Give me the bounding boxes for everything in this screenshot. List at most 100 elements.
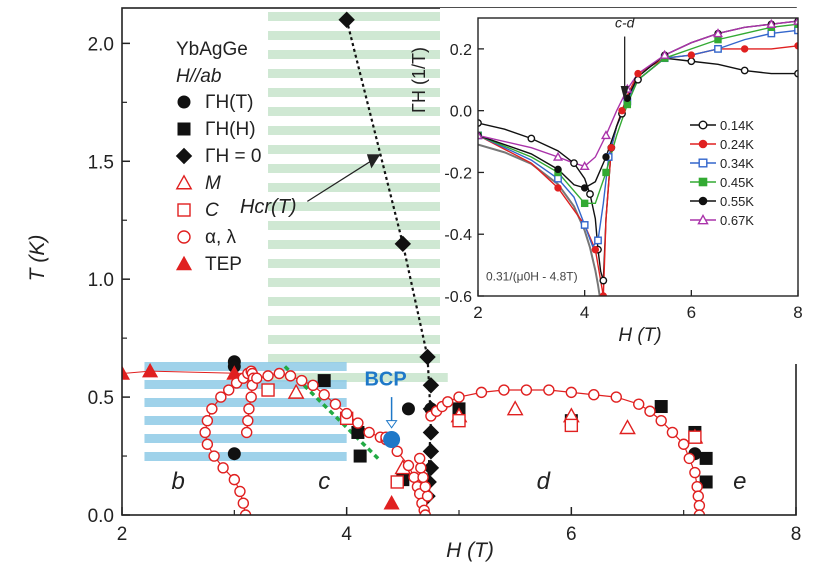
left-boundary-point	[223, 384, 235, 396]
legend-field-direction: H//ab	[176, 66, 221, 87]
inset-legend-marker	[697, 213, 709, 225]
legend-item-m: M	[175, 173, 221, 194]
fit-label: 0.31/(μ0H - 4.8T)	[486, 270, 578, 284]
inset-x-axis-label: H (T)	[618, 325, 661, 346]
y-tick-label: 2.0	[88, 34, 114, 55]
legend-marker-h-t	[177, 95, 191, 109]
legend-label-tep: TEP	[205, 254, 242, 275]
main-axis-ticks: 2 4 6 8 0.0 0.5 1.0 1.5 2.0	[88, 34, 802, 545]
series-0-24k-point	[687, 51, 696, 59]
c-phase-top-point	[296, 374, 308, 387]
c-point	[390, 475, 404, 489]
d-dome-point	[666, 426, 679, 439]
tep-point	[142, 362, 159, 378]
d-dome-point	[692, 490, 704, 502]
d-dome-point	[691, 481, 703, 493]
inset-legend-item-0-55k: 0.55K	[690, 194, 754, 209]
series-0-67k-point	[478, 130, 484, 140]
series-0-34k-point	[580, 221, 589, 229]
inset-legend-label: 0.14K	[720, 118, 754, 133]
green-stripe	[268, 107, 448, 116]
legend-label-h-t: ΓH(T)	[205, 92, 253, 113]
green-stripe	[268, 221, 448, 230]
legend-label-h-0: ΓH = 0	[205, 146, 261, 167]
d-dome-point	[689, 466, 701, 479]
inset-legend-label: 0.45K	[720, 175, 754, 190]
h-0-point	[422, 424, 440, 441]
left-boundary-point	[234, 485, 246, 498]
blue-stripe	[144, 434, 347, 443]
c-phase-top-point	[284, 370, 297, 382]
left-boundary-point	[215, 391, 227, 403]
c-phase-top-point	[273, 367, 285, 380]
legend-marker-c	[177, 203, 191, 217]
series-0-34k-point	[554, 174, 562, 183]
left-boundary-point	[206, 403, 218, 415]
inset-y-tick-label: -0.4	[444, 227, 472, 244]
d-dome-point	[644, 405, 656, 417]
phase-label-b: b	[171, 468, 184, 495]
phase-label-c: c	[318, 468, 330, 495]
green-stripe	[268, 12, 448, 21]
y-tick-label: 1.0	[88, 270, 114, 291]
series-0-24k-point	[740, 45, 749, 53]
series-0-24k-point	[554, 184, 562, 192]
c-phase-top-point	[262, 370, 274, 382]
blue-stripe	[144, 452, 347, 461]
series-0-14k-point	[478, 119, 482, 127]
inset-legend-label: 0.67K	[720, 213, 754, 228]
inset-legend-item-0-24k: 0.24K	[690, 137, 754, 152]
legend-marker-m	[175, 174, 193, 190]
green-stripe	[268, 297, 448, 306]
data-markers	[122, 11, 713, 515]
series-0-34k-line	[478, 29, 798, 248]
hcr-label: Hcr(T)	[240, 196, 297, 218]
left-boundary-point	[237, 497, 250, 509]
green-stripe	[268, 69, 448, 78]
inset-legend-label: 0.34K	[720, 156, 754, 171]
x-tick-label: 4	[341, 524, 352, 545]
lower-left-point	[413, 452, 426, 465]
d-dome-point	[475, 386, 488, 399]
series-0-24k-point	[618, 106, 626, 115]
series-0-14k-point	[570, 159, 578, 168]
series-0-34k-point	[767, 29, 776, 38]
green-stripe	[268, 31, 448, 40]
h-t-point	[227, 447, 241, 461]
series-0-67k-point	[600, 130, 612, 140]
h-0-point	[422, 377, 440, 394]
left-boundary-point	[245, 391, 257, 403]
series-0-24k-point	[634, 69, 642, 78]
green-stripe	[268, 50, 448, 59]
left-boundary-point	[217, 462, 229, 474]
legend: YbAgGe H//ab ΓH(T) ΓH(H) ΓH = 0 MCα, λ TEP	[175, 39, 261, 275]
cd-arrowhead	[620, 85, 629, 102]
c-point	[688, 430, 702, 444]
d-dome-point	[543, 384, 555, 396]
phase-label-e: e	[733, 468, 746, 495]
y-tick-label: 0.5	[88, 388, 114, 409]
y-tick-label: 0.0	[88, 506, 114, 527]
cd-annotation: c-d	[615, 14, 636, 30]
legend-label-c: C	[205, 200, 219, 221]
inset-plot-frame	[477, 17, 799, 297]
inset-background	[440, 8, 816, 364]
c-phase-top-point	[318, 389, 330, 401]
legend-material: YbAgGe	[176, 39, 248, 60]
h-h-point	[353, 449, 367, 463]
green-stripe	[268, 164, 448, 173]
series-0-67k-point	[659, 49, 670, 59]
phase-label-d: d	[537, 468, 551, 495]
legend-item-tep: TEP	[175, 254, 242, 275]
inset-y-tick-label: 0.0	[450, 104, 472, 121]
c-phase-top-point	[352, 417, 364, 429]
series-0-55k-point	[602, 153, 610, 161]
lower-left-point	[415, 462, 427, 474]
d-dome-point	[693, 499, 706, 512]
c-phase-top-point	[329, 398, 342, 410]
hcr-arrow	[307, 156, 379, 202]
inset-x-tick-label: 2	[473, 303, 482, 322]
green-stripe	[268, 316, 448, 325]
green-stripe	[268, 183, 448, 192]
blue-stripe	[144, 398, 347, 407]
